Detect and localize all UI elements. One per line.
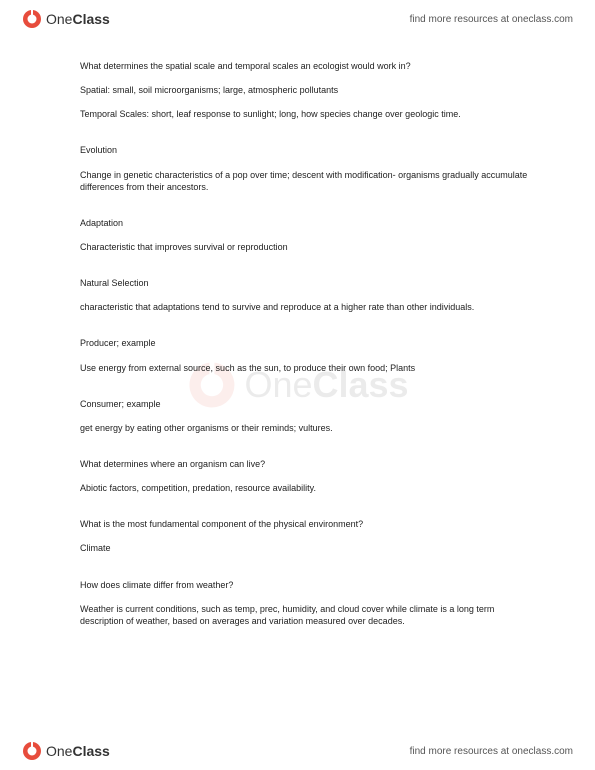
page-header: OneClass find more resources at oneclass… — [0, 0, 595, 38]
section-line: Spatial: small, soil microorganisms; lar… — [80, 84, 535, 96]
section-line: characteristic that adaptations tend to … — [80, 301, 535, 313]
section-heading: What determines where an organism can li… — [80, 458, 535, 470]
section-line: Characteristic that improves survival or… — [80, 241, 535, 253]
footer-tagline: find more resources at oneclass.com — [410, 746, 573, 757]
brand-name-footer: OneClass — [46, 743, 110, 759]
section-line: Use energy from external source, such as… — [80, 362, 535, 374]
section-line: Climate — [80, 542, 535, 554]
brand-logo-footer: OneClass — [22, 741, 110, 761]
section-heading: What is the most fundamental component o… — [80, 518, 535, 530]
page-footer: OneClass find more resources at oneclass… — [0, 732, 595, 770]
logo-icon — [22, 9, 42, 29]
section-heading: Adaptation — [80, 217, 535, 229]
document-body: What determines the spatial scale and te… — [80, 60, 535, 715]
brand-logo: OneClass — [22, 9, 110, 29]
section-line: get energy by eating other organisms or … — [80, 422, 535, 434]
section-heading: What determines the spatial scale and te… — [80, 60, 535, 72]
section-heading: Producer; example — [80, 337, 535, 349]
section-line: Weather is current conditions, such as t… — [80, 603, 535, 627]
header-tagline: find more resources at oneclass.com — [410, 14, 573, 25]
brand-name: OneClass — [46, 11, 110, 27]
section-heading: Consumer; example — [80, 398, 535, 410]
logo-icon — [22, 741, 42, 761]
section-heading: Natural Selection — [80, 277, 535, 289]
section-heading: Evolution — [80, 144, 535, 156]
section-line: Temporal Scales: short, leaf response to… — [80, 108, 535, 120]
section-line: Abiotic factors, competition, predation,… — [80, 482, 535, 494]
section-heading: How does climate differ from weather? — [80, 579, 535, 591]
section-line: Change in genetic characteristics of a p… — [80, 169, 535, 193]
